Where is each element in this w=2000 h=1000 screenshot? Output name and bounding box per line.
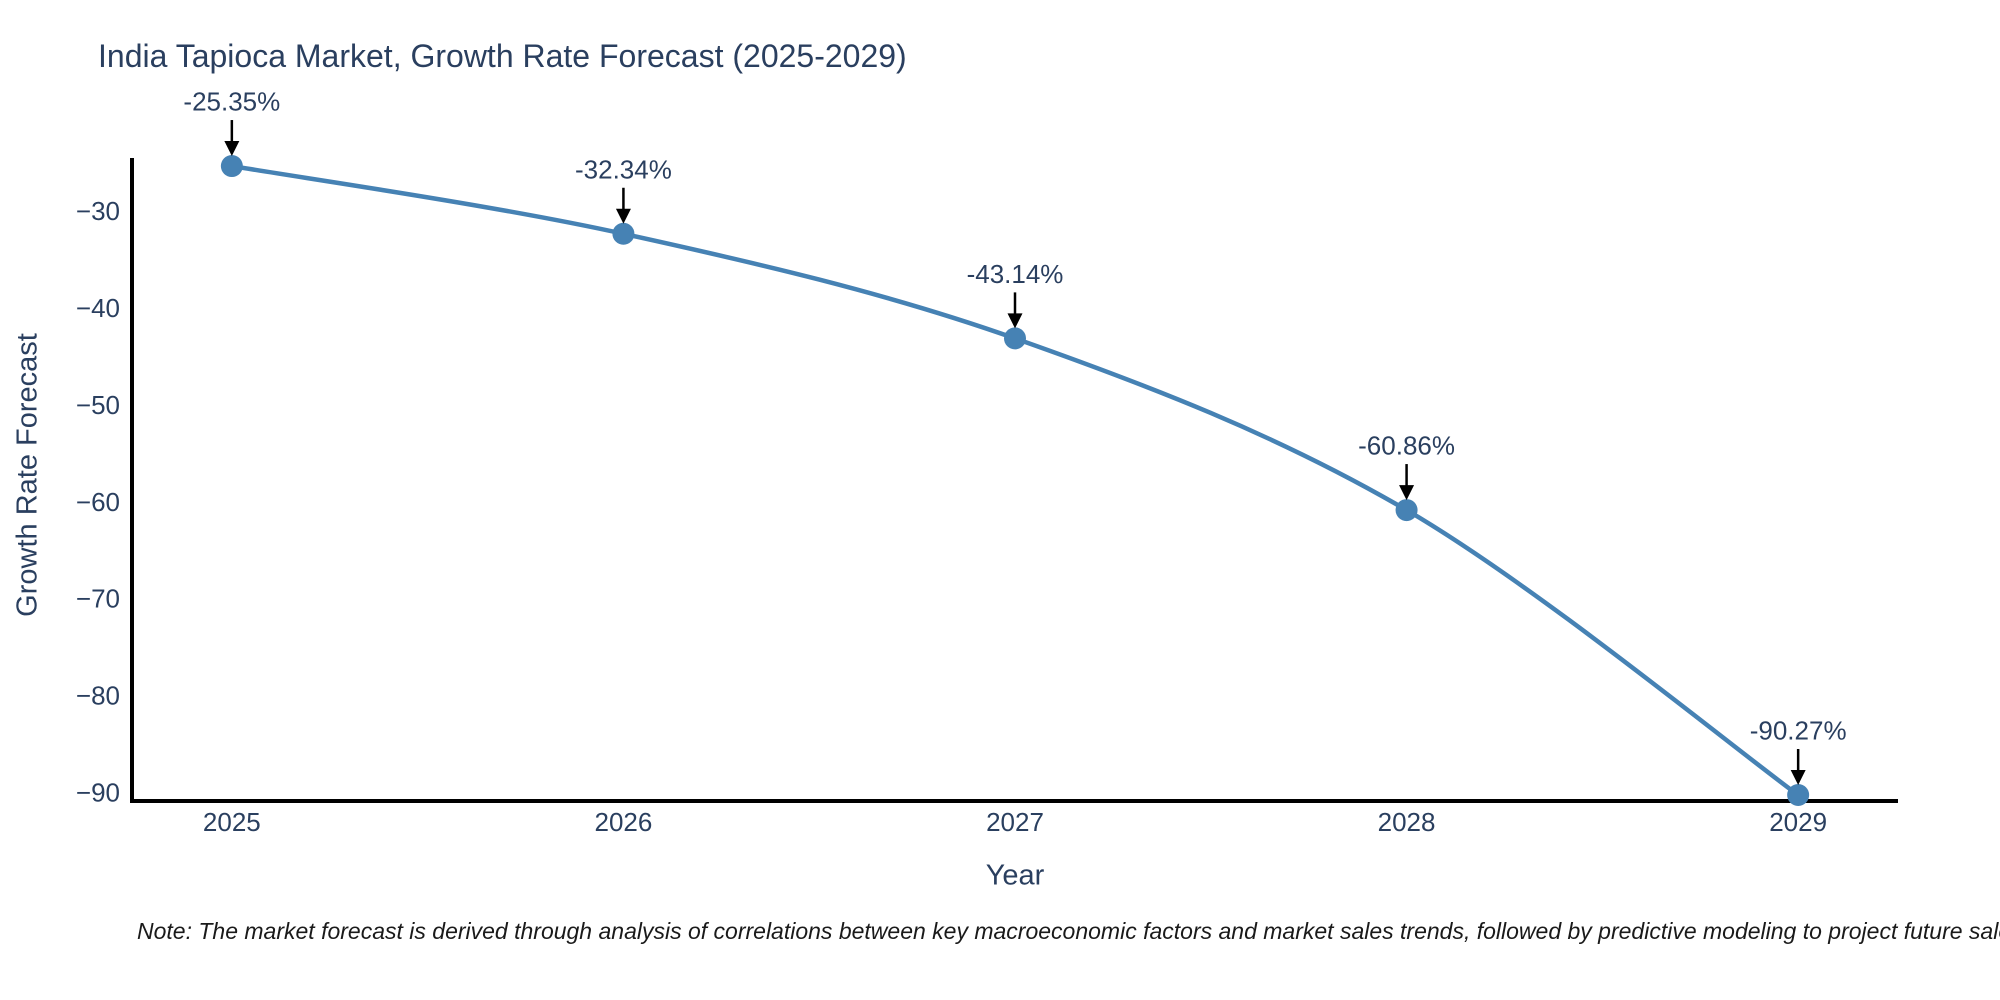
x-tick-label: 2025 (203, 807, 261, 837)
data-label-2029: -90.27% (1750, 716, 1847, 746)
annotation-arrowhead (224, 141, 240, 157)
data-label-2026: -32.34% (575, 154, 672, 184)
data-point-2028 (1395, 499, 1418, 522)
y-axis-title: Growth Rate Forecast (11, 333, 44, 617)
y-tick-label: −30 (76, 196, 120, 226)
data-point-2026 (612, 222, 635, 245)
y-tick-label: −50 (76, 390, 120, 420)
y-tick-label: −70 (76, 584, 120, 614)
y-tick-label: −60 (76, 487, 120, 517)
y-tick-label: −40 (76, 293, 120, 323)
data-point-2029 (1787, 783, 1810, 806)
annotation-arrowhead (1399, 485, 1415, 501)
y-tick-label: −90 (76, 777, 120, 807)
data-point-2025 (220, 155, 243, 178)
footnote: Note: The market forecast is derived thr… (137, 918, 2000, 944)
data-label-2025: -25.35% (183, 87, 280, 117)
x-tick-label: 2028 (1378, 807, 1436, 837)
x-tick-label: 2029 (1769, 807, 1827, 837)
data-point-2027 (1004, 327, 1026, 350)
annotation-arrowhead (1007, 313, 1023, 329)
x-axis-title: Year (985, 859, 1045, 892)
data-label-2028: -60.86% (1358, 431, 1455, 461)
data-label-2027: -43.14% (967, 259, 1064, 289)
x-tick-label: 2027 (986, 807, 1044, 837)
annotation-arrowhead (1790, 769, 1806, 785)
x-tick-label: 2026 (595, 807, 653, 837)
y-tick-label: −80 (76, 681, 120, 711)
chart-title: India Tapioca Market, Growth Rate Foreca… (98, 38, 907, 74)
annotation-arrowhead (615, 208, 631, 224)
